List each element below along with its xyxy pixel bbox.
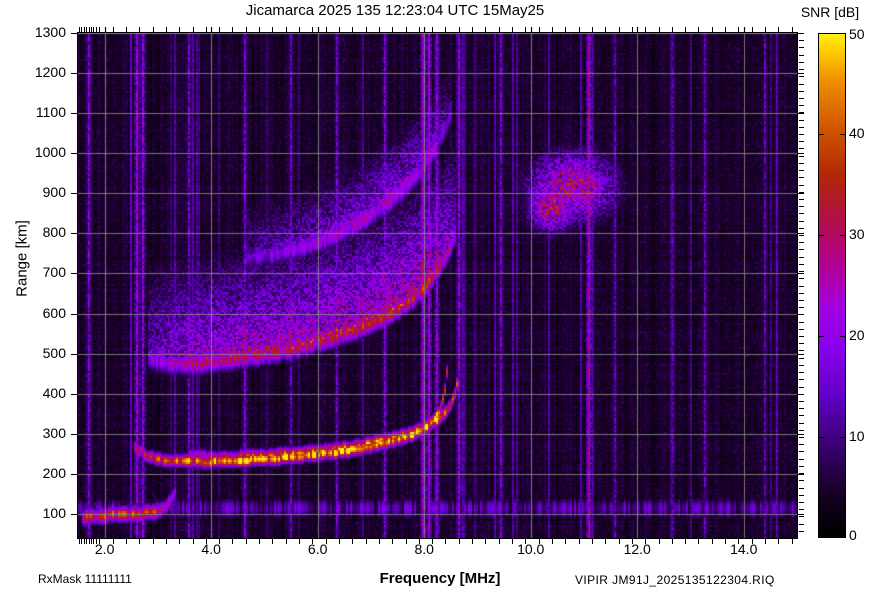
y-tick-label: 1000 (34, 144, 66, 161)
colorbar (818, 33, 846, 538)
y-tick-label: 1200 (34, 64, 66, 81)
y-tick-label: 500 (42, 344, 66, 361)
x-tick-label: 14.0 (730, 541, 758, 557)
x-tick-label: 6.0 (307, 541, 328, 557)
colorbar-tick-label: 20 (849, 327, 865, 343)
y-tick-label: 1300 (34, 24, 66, 40)
ionogram-canvas (78, 33, 797, 538)
colorbar-title: SNR [dB] (800, 4, 860, 20)
y-tick-label: 900 (42, 184, 66, 201)
colorbar-ticks-left (818, 134, 824, 438)
colorbar-tick-label: 10 (849, 428, 865, 444)
file-id-label: VIPIR JM91J_2025135122304.RIQ (575, 573, 775, 587)
colorbar-tick-label: 30 (849, 226, 865, 242)
x-tick-label: 12.0 (623, 541, 651, 557)
y-tick-label: 1100 (35, 104, 66, 121)
x-tick-label: 4.0 (201, 541, 221, 557)
colorbar-ticks-right (840, 134, 846, 438)
y-axis-title: Range [km] (13, 220, 31, 297)
rxmask-label: RxMask 11111111 (38, 572, 132, 586)
x-tick-label: 10.0 (517, 541, 545, 557)
y-tick-label: 300 (42, 424, 66, 441)
y-axis-tick-labels: 100 200 300 400 500 600 700 800 900 1000 1100 1200 1… (0, 24, 66, 538)
x-axis-tick-labels: 2.0 4.0 6.0 8.0 10.0 12.0 14.0 (0, 541, 884, 563)
colorbar-tick-label: 50 (849, 26, 865, 42)
colorbar-gradient (819, 34, 845, 537)
y-tick-label: 700 (42, 264, 66, 281)
left-axis-ticks (71, 33, 78, 515)
y-tick-label: 800 (42, 224, 66, 241)
x-tick-label: 8.0 (414, 541, 434, 557)
ionogram-plot (78, 33, 797, 538)
colorbar-tick-label: 40 (849, 125, 865, 141)
top-axis-ticks (79, 27, 793, 33)
colorbar-tick-labels: 0 10 20 30 40 50 (849, 26, 884, 543)
y-tick-label: 600 (42, 304, 66, 321)
y-tick-label: 100 (42, 504, 66, 521)
x-tick-label: 2.0 (94, 541, 115, 557)
page-title: Jicamarca 2025 135 12:23:04 UTC 15May25 (245, 2, 545, 19)
y-tick-label: 400 (42, 384, 66, 401)
bottom-axis-ticks (79, 538, 793, 544)
right-axis-ticks (797, 33, 804, 532)
x-axis-title: Frequency [MHz] (379, 570, 501, 587)
colorbar-tick-label: 0 (849, 527, 857, 543)
y-tick-label: 200 (42, 464, 66, 481)
